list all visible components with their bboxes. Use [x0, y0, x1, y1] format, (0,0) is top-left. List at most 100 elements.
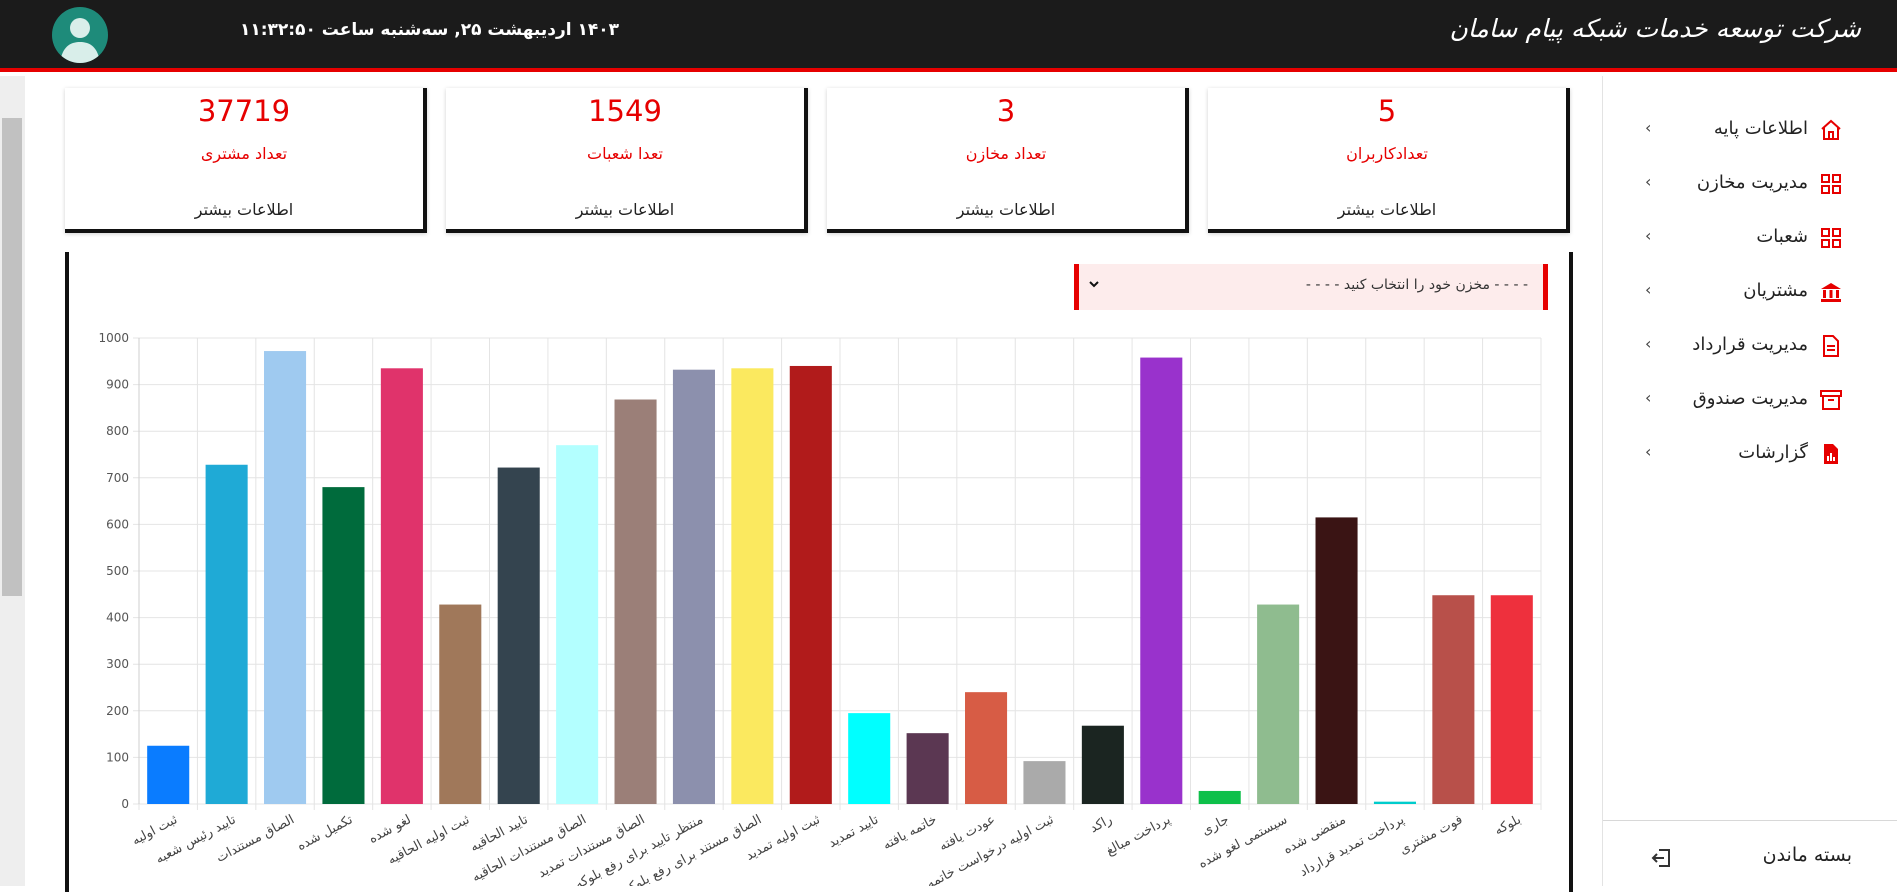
grid-icon [1819, 172, 1843, 196]
card-value: 1549 [588, 94, 662, 128]
card-customers: 37719 تعداد مشتری اطلاعات بیشتر [65, 88, 427, 233]
card-value: 37719 [197, 94, 291, 128]
collapse-label: بسته ماندن [1762, 844, 1852, 866]
sidebar-item-label: گزارشات [1738, 442, 1808, 463]
chart-bar [614, 399, 657, 804]
chevron-left-icon: ‹ [1645, 172, 1652, 191]
page-scrollbar[interactable] [0, 76, 25, 886]
y-tick-label: 600 [106, 517, 129, 531]
x-tick-label: جاری [1199, 812, 1231, 839]
y-tick-label: 0 [121, 797, 129, 811]
chart-bar [264, 351, 307, 804]
chart-bar [789, 365, 832, 804]
y-tick-label: 100 [106, 750, 129, 764]
chart-bar [731, 368, 774, 804]
y-tick-label: 300 [106, 657, 129, 671]
report-icon [1819, 442, 1843, 466]
sidebar-item-contracts[interactable]: ‹ مدیریت قرارداد [1603, 326, 1897, 366]
user-avatar-icon[interactable] [52, 7, 108, 63]
chart-bar [1023, 761, 1066, 804]
chart-bar [556, 445, 599, 804]
logout-icon [1649, 846, 1673, 870]
more-info-link[interactable]: اطلاعات بیشتر [194, 200, 294, 219]
bank-icon [1819, 280, 1843, 304]
chart-bar [497, 467, 540, 804]
x-tick-label: پرداخت تمدید قرارداد [1297, 812, 1407, 880]
x-tick-label: بلوکه [1492, 812, 1524, 838]
top-header: ۱۴۰۳ اردیبهشت ۲۵, سه‌شنبه ساعت ۱۱:۳۲:۵۰ … [0, 0, 1897, 72]
chevron-left-icon: ‹ [1645, 118, 1652, 137]
card-branches: 1549 تعدا شعبات اطلاعات بیشتر [446, 88, 808, 233]
y-tick-label: 500 [106, 564, 129, 578]
sidebar-item-label: مدیریت قرارداد [1692, 334, 1808, 355]
sidebar-item-label: شعبات [1756, 226, 1808, 247]
sidebar-item-warehouses[interactable]: ‹ مدیریت مخازن [1603, 164, 1897, 204]
x-tick-label: تکمیل شده [295, 812, 356, 854]
more-info-link[interactable]: اطلاعات بیشتر [575, 200, 675, 219]
card-users: 5 تعدادکاربران اطلاعات بیشتر [1208, 88, 1570, 233]
y-tick-label: 400 [106, 611, 129, 625]
card-title: تعدا شعبات [587, 144, 663, 163]
chart-bar [848, 713, 891, 804]
chevron-left-icon: ‹ [1645, 226, 1652, 245]
more-info-link[interactable]: اطلاعات بیشتر [956, 200, 1056, 219]
card-title: تعداد مشتری [200, 144, 288, 163]
y-tick-label: 1000 [98, 331, 129, 345]
chevron-left-icon: ‹ [1645, 388, 1652, 407]
y-tick-label: 700 [106, 471, 129, 485]
chart-bar [672, 369, 715, 804]
chart-bar [1490, 595, 1533, 804]
chevron-down-icon [1087, 276, 1101, 290]
x-tick-label: راکد [1087, 812, 1114, 836]
more-info-link[interactable]: اطلاعات بیشتر [1337, 200, 1437, 219]
archive-icon [1819, 388, 1843, 412]
chart-bar [1198, 790, 1241, 804]
card-title: تعدادکاربران [1346, 144, 1428, 163]
sidebar-item-label: اطلاعات پایه [1713, 118, 1808, 139]
y-tick-label: 200 [106, 704, 129, 718]
y-tick-label: 900 [106, 378, 129, 392]
card-title: تعداد مخازن [965, 144, 1047, 163]
brand-logo: شرکت توسعه خدمات شبکه پیام سامان [1449, 14, 1861, 43]
scrollbar-thumb[interactable] [2, 118, 22, 596]
chart-bar [205, 464, 248, 804]
x-tick-label: لغو شده [366, 812, 413, 847]
chart-bar [147, 745, 190, 804]
sidebar-item-base-info[interactable]: ‹ اطلاعات پایه [1603, 110, 1897, 150]
x-tick-label: فوت مشتری [1397, 812, 1465, 858]
chart-bar [1140, 357, 1183, 804]
chart-bar [1432, 595, 1475, 804]
chevron-left-icon: ‹ [1645, 280, 1652, 299]
sidebar-item-cash-box[interactable]: ‹ مدیریت صندوق [1603, 380, 1897, 420]
header-datetime: ۱۴۰۳ اردیبهشت ۲۵, سه‌شنبه ساعت ۱۱:۳۲:۵۰ [240, 20, 620, 40]
y-tick-label: 800 [106, 424, 129, 438]
sidebar-item-customers[interactable]: ‹ مشتریان [1603, 272, 1897, 312]
warehouse-select-placeholder: - - - - مخزن خود را انتخاب کنید - - - - [1305, 277, 1528, 293]
sidebar-item-label: مدیریت مخازن [1696, 172, 1808, 193]
x-tick-label: پرداخت مبالغ [1104, 812, 1174, 859]
chart-bar [1315, 517, 1358, 804]
sidebar-item-label: مدیریت صندوق [1692, 388, 1808, 409]
warehouse-select[interactable]: - - - - مخزن خود را انتخاب کنید - - - - [1074, 264, 1548, 310]
document-icon [1819, 334, 1843, 358]
sidebar-item-branches[interactable]: ‹ شعبات [1603, 218, 1897, 258]
collapse-sidebar-button[interactable]: بسته ماندن [1603, 836, 1897, 880]
chevron-left-icon: ‹ [1645, 442, 1652, 461]
x-tick-label: خاتمه یافته [880, 812, 939, 853]
grid-icon [1819, 226, 1843, 250]
chart-bar [1373, 801, 1416, 804]
card-value: 5 [1377, 94, 1397, 128]
chart-bar [1257, 604, 1300, 804]
chart-bar [380, 368, 423, 804]
chart-bar [322, 487, 365, 804]
chart-bar [439, 604, 482, 804]
chart-bar [965, 692, 1008, 804]
chart-bar [1081, 725, 1124, 804]
card-value: 3 [996, 94, 1016, 128]
card-warehouses: 3 تعداد مخازن اطلاعات بیشتر [827, 88, 1189, 233]
sidebar-item-reports[interactable]: ‹ گزارشات [1603, 434, 1897, 474]
chevron-left-icon: ‹ [1645, 334, 1652, 353]
x-tick-label: تایید تمدید [826, 812, 881, 851]
sidebar-item-label: مشتریان [1743, 280, 1808, 301]
